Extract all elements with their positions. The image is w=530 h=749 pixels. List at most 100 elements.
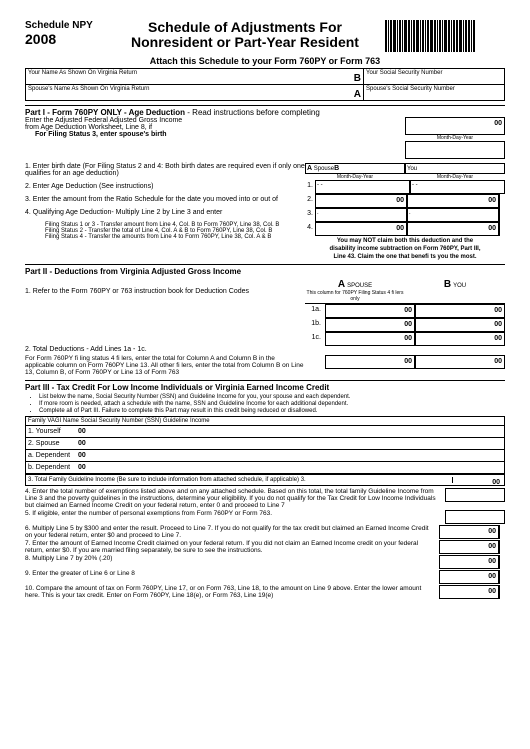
fam-1-oo: 00 bbox=[78, 428, 108, 435]
p2-l2b: For Form 760PY fi ling status 4 fi lers,… bbox=[25, 355, 305, 376]
p3-l4-box[interactable] bbox=[445, 488, 505, 502]
header-left: Schedule NPY 2008 bbox=[25, 20, 105, 52]
p3-l7-box[interactable]: 00 bbox=[439, 540, 499, 554]
p1-r3-a[interactable]: . bbox=[315, 208, 407, 222]
p2-l1: 1. Refer to the Form 760PY or 763 instru… bbox=[25, 288, 305, 295]
p2-1c-a[interactable]: 00 bbox=[325, 332, 415, 346]
p2-1a-a[interactable]: 00 bbox=[325, 304, 415, 318]
part1-title: Part I - Form 760PY ONLY - Age Deduction bbox=[25, 108, 185, 117]
p3-l6-box[interactable]: 00 bbox=[439, 525, 499, 539]
p2-1c: 1c. 00 00 bbox=[305, 332, 505, 346]
fam-row-1[interactable]: 1. Yourself 00 bbox=[26, 426, 504, 438]
fam-row-3[interactable]: a. Dependent 00 bbox=[26, 450, 504, 462]
p3-l9-dot bbox=[499, 570, 505, 584]
p1-r1-b[interactable]: - - bbox=[410, 180, 505, 194]
agi-oo: 00 bbox=[494, 120, 502, 127]
spouse-ssn-field[interactable]: Spouse's Social Security Number bbox=[364, 85, 504, 100]
part1-values: A SpouseB You Month-Day-Year Month-Day-Y… bbox=[305, 163, 505, 260]
p1-r4-b[interactable]: 00 bbox=[407, 222, 499, 236]
p1-r3-dot bbox=[499, 208, 505, 222]
p1-r3-num: 3. bbox=[305, 208, 315, 222]
fam-1-lbl: 1. Yourself bbox=[28, 428, 78, 435]
part2-header: Part II - Deductions from Virginia Adjus… bbox=[25, 264, 505, 276]
attach-instruction: Attach this Schedule to your Form 760PY … bbox=[25, 56, 505, 66]
fam-row-2[interactable]: 2. Spouse 00 bbox=[26, 438, 504, 450]
col-a-hdr: A SpouseB bbox=[305, 163, 405, 174]
p1-r3-b[interactable]: . bbox=[407, 208, 499, 222]
p3-b3: Complete all of Part III. Failure to com… bbox=[39, 408, 505, 414]
p1-r2-a[interactable]: 00 bbox=[315, 194, 407, 208]
part3-lines: 4. Enter the total number of exemptions … bbox=[25, 488, 505, 599]
schedule-label: Schedule NPY bbox=[25, 20, 105, 31]
p3-l10: 10. Compare the amount of tax on Form 76… bbox=[25, 585, 505, 599]
spouse-name-field[interactable]: Spouse's Name As Shown On Virginia Retur… bbox=[26, 85, 364, 100]
p2-1b-b[interactable]: 00 bbox=[415, 318, 505, 332]
p2-1b-a[interactable]: 00 bbox=[325, 318, 415, 332]
part1-header: Part I - Form 760PY ONLY - Age Deduction… bbox=[25, 105, 505, 117]
p1-r4-a[interactable]: 00 bbox=[315, 222, 407, 236]
fam-4-lbl: b. Dependent bbox=[28, 464, 78, 471]
fam-4-rest bbox=[108, 464, 502, 471]
fam-3-rest bbox=[108, 452, 502, 459]
p2-2: 00 00 bbox=[305, 355, 505, 369]
p3-l6: 6. Multiply Line 5 by $300 and enter the… bbox=[25, 525, 505, 539]
fam-1-rest bbox=[108, 428, 502, 435]
p1-l3: 3. Enter the amount from the Ratio Sched… bbox=[25, 196, 305, 203]
p3-l8: 8. Multiply Line 7 by 20% (.20) 00 bbox=[25, 555, 505, 569]
p3-l7: 7. Enter the amount of Earned Income Cre… bbox=[25, 540, 505, 554]
p1-r2-num: 2. bbox=[305, 194, 315, 208]
p3-l8-dot bbox=[499, 555, 505, 569]
p3-l4: 4. Enter the total number of exemptions … bbox=[25, 488, 505, 509]
p3-l6-txt: 6. Multiply Line 5 by $300 and enter the… bbox=[25, 525, 439, 539]
p3-l10-dot bbox=[499, 585, 505, 599]
year-label: 2008 bbox=[25, 31, 105, 47]
family-table: Family VAGI Name Social Security Number … bbox=[25, 416, 505, 486]
p2-1a-b[interactable]: 00 bbox=[415, 304, 505, 318]
p3-l9-txt: 9. Enter the greater of Line 6 or Line 8 bbox=[25, 570, 439, 584]
p2-2-b[interactable]: 00 bbox=[415, 355, 505, 369]
part2-grid: 1. Refer to the Form 760PY or 763 instru… bbox=[25, 278, 505, 346]
p1-l1: 1. Enter birth date (For Filing Status 2… bbox=[25, 163, 305, 177]
p1-r2-dot bbox=[499, 194, 505, 208]
p3-l4-txt: 4. Enter the total number of exemptions … bbox=[25, 488, 445, 509]
p2-1c-b[interactable]: 00 bbox=[415, 332, 505, 346]
your-name-field[interactable]: Your Name As Shown On Virginia Return B bbox=[26, 69, 364, 84]
p1-l2: 2. Enter Age Deduction (See instructions… bbox=[25, 183, 305, 190]
p2-col-a: A SPOUSE This column for 760PY Filing St… bbox=[305, 278, 405, 304]
your-ssn-field[interactable]: Your Social Security Number bbox=[364, 69, 504, 84]
birth-box[interactable] bbox=[405, 141, 505, 159]
p1-filing3: For Filing Status 3, enter spouse's birt… bbox=[35, 131, 405, 138]
part1-grid: 1. Enter birth date (For Filing Status 2… bbox=[25, 163, 505, 260]
p1-row4: 4. 00 00 bbox=[305, 222, 505, 236]
p1-r2-b[interactable]: 00 bbox=[407, 194, 499, 208]
fam-total-box[interactable]: 00 bbox=[452, 477, 502, 483]
fam-4-oo: 00 bbox=[78, 464, 108, 471]
p3-b1: List below the name, Social Security Num… bbox=[39, 394, 505, 400]
part1-intro-text: Enter the Adjusted Federal Adjusted Gros… bbox=[25, 117, 405, 159]
your-name-label: Your Name As Shown On Virginia Return bbox=[28, 70, 137, 76]
p3-l10-box[interactable]: 00 bbox=[439, 585, 499, 599]
title-line2: Nonresident or Part-Year Resident bbox=[115, 35, 375, 50]
p1-row2: 2. 00 00 bbox=[305, 194, 505, 208]
p3-l9-box[interactable]: 00 bbox=[439, 570, 499, 584]
p1-disclaim3: Line 43. Claim the one that benefi ts yo… bbox=[305, 254, 505, 260]
fam-2-rest bbox=[108, 440, 502, 447]
p3-l8-box[interactable]: 00 bbox=[439, 555, 499, 569]
ab-header: A SpouseB You bbox=[305, 163, 505, 174]
fam-row-4[interactable]: b. Dependent 00 bbox=[26, 462, 504, 474]
fam-2-oo: 00 bbox=[78, 440, 108, 447]
p3-l8-txt: 8. Multiply Line 7 by 20% (.20) bbox=[25, 555, 439, 569]
letter-a: A bbox=[354, 89, 361, 100]
fam-3-lbl: a. Dependent bbox=[28, 452, 78, 459]
agi-box[interactable]: 00 bbox=[405, 117, 505, 135]
p2-2-a[interactable]: 00 bbox=[325, 355, 415, 369]
part1-lines: 1. Enter birth date (For Filing Status 2… bbox=[25, 163, 305, 260]
p2-1b: 1b. 00 00 bbox=[305, 318, 505, 332]
part2-left: 1. Refer to the Form 760PY or 763 instru… bbox=[25, 278, 305, 346]
p3-l5-box[interactable] bbox=[445, 510, 505, 524]
p3-l9: 9. Enter the greater of Line 6 or Line 8… bbox=[25, 570, 505, 584]
fam-hdr: Family VAGI Name Social Security Number … bbox=[26, 417, 504, 426]
part1-date-box: 00 Month-Day-Year bbox=[405, 117, 505, 159]
p1-r1-a[interactable]: - - bbox=[315, 180, 410, 194]
p1-fs4: Filing Status 4 - Transfer the amounts f… bbox=[45, 234, 305, 240]
